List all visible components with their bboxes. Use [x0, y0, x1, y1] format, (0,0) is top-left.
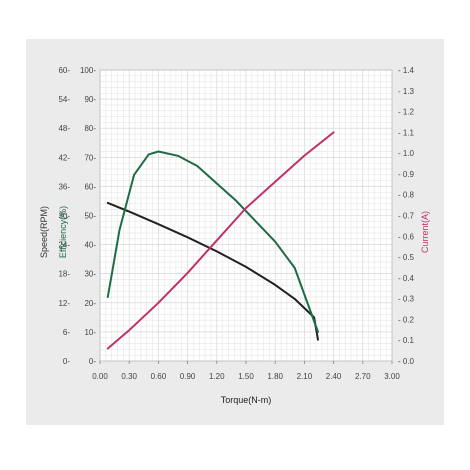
current-tick-label: - 0.2 [398, 315, 415, 324]
speed-tick-label: 18- [58, 270, 70, 279]
speed-tick-label: 42- [58, 153, 70, 162]
efficiency-tick-label: 100- [80, 66, 96, 75]
efficiency-tick-label: 70- [84, 153, 96, 162]
current-tick-label: - 0.6 [398, 232, 415, 241]
speed-tick-label: 6- [63, 328, 70, 337]
current-tick-label: - 0.0 [398, 357, 415, 366]
x-tick-label: 2.70 [355, 372, 371, 381]
speed-tick-label: 48- [58, 124, 70, 133]
efficiency-tick-label: 10- [84, 328, 96, 337]
efficiency-tick-label: 30- [84, 270, 96, 279]
x-tick-label: 0.60 [151, 372, 167, 381]
current-tick-label: - 1.0 [398, 149, 415, 158]
x-tick-label: 3.00 [384, 372, 400, 381]
current-tick-label: - 1.1 [398, 128, 415, 137]
efficiency-tick-label: 50- [84, 212, 96, 221]
current-tick-label: - 0.4 [398, 274, 415, 283]
efficiency-tick-label: 20- [84, 299, 96, 308]
axes: 0.00 0.30 0.60 0.90 1.20 1.50 1.80 2.10 2.40 2.70… [58, 66, 414, 381]
efficiency-series-line [106, 150, 319, 333]
efficiency-tick-label: 40- [84, 241, 96, 250]
current-series-line [106, 131, 335, 350]
grid-lines [99, 69, 393, 362]
speed-tick-label: 54- [58, 95, 70, 104]
x-tick-label: 1.20 [209, 372, 225, 381]
efficiency-tick-label: 90- [84, 95, 96, 104]
efficiency-tick-label: 80- [84, 124, 96, 133]
series-lines [106, 131, 335, 350]
current-tick-label: - 1.2 [398, 108, 415, 117]
current-tick-label: - 0.1 [398, 336, 415, 345]
x-tick-label: 2.10 [297, 372, 313, 381]
x-tick-label: 0.00 [92, 372, 108, 381]
speed-axis-title: Speed(RPM) [39, 206, 49, 258]
current-tick-label: - 0.9 [398, 170, 415, 179]
current-tick-label: - 0.8 [398, 191, 415, 200]
speed-tick-label: 30- [58, 212, 70, 221]
speed-tick-label: 60- [58, 66, 70, 75]
current-tick-label: - 1.3 [398, 87, 415, 96]
speed-tick-label: 24- [58, 241, 70, 250]
speed-tick-label: 12- [58, 299, 70, 308]
x-tick-label: 2.40 [326, 372, 342, 381]
speed-tick-label: 36- [58, 182, 70, 191]
current-tick-label: - 1.4 [398, 66, 415, 75]
x-axis-title: Torque(N-m) [221, 395, 272, 405]
speed-tick-label: 0- [63, 357, 70, 366]
efficiency-tick-label: 0- [89, 357, 96, 366]
current-axis-title: Current(A) [420, 211, 430, 253]
efficiency-tick-label: 60- [84, 182, 96, 191]
current-tick-label: - 0.5 [398, 253, 415, 262]
efficiency-axis-title: Efficiency(%) [58, 206, 68, 258]
x-tick-label: 0.90 [180, 372, 196, 381]
x-tick-label: 0.30 [121, 372, 137, 381]
x-tick-label: 1.80 [267, 372, 283, 381]
speed-series-line [106, 201, 319, 341]
x-tick-label: 1.50 [238, 372, 254, 381]
current-tick-label: - 0.7 [398, 212, 415, 221]
current-tick-label: - 0.3 [398, 295, 415, 304]
